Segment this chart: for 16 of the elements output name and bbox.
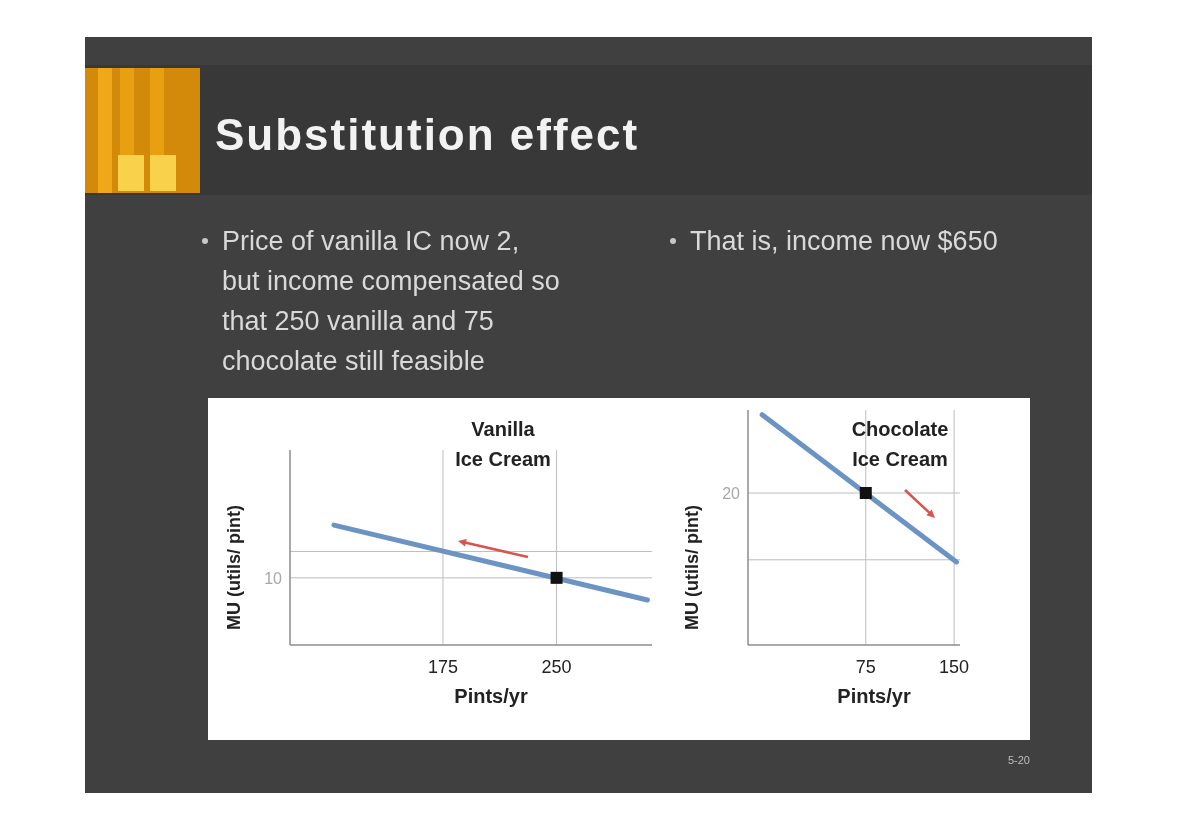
y-axis-title: MU (utils/ pint) — [682, 505, 702, 630]
text: That is, income now $650 — [690, 226, 998, 256]
x-tick-label: 150 — [939, 657, 970, 677]
x-tick-label: 175 — [427, 657, 458, 677]
chart-title: Vanilla Ice Cream — [455, 418, 551, 470]
x-tick-label: 75 — [855, 657, 876, 677]
text: 5-20 — [1007, 754, 1030, 766]
x-axis-title: Pints/yr — [454, 685, 528, 707]
x-axis-title: Pints/yr — [837, 685, 911, 707]
x-tick-label: 250 — [541, 657, 572, 677]
text: 10 — [264, 569, 283, 587]
text: Price of vanilla IC now 2, but income compensated so that 250 vanilla and 75 chocolate still feasible — [222, 226, 560, 376]
text: Substitution effect — [215, 110, 640, 159]
y-axis-title: MU (utils/ pint) — [224, 505, 244, 630]
text: 20 — [722, 485, 741, 502]
text: Chocolate Ice Cream — [851, 418, 949, 470]
